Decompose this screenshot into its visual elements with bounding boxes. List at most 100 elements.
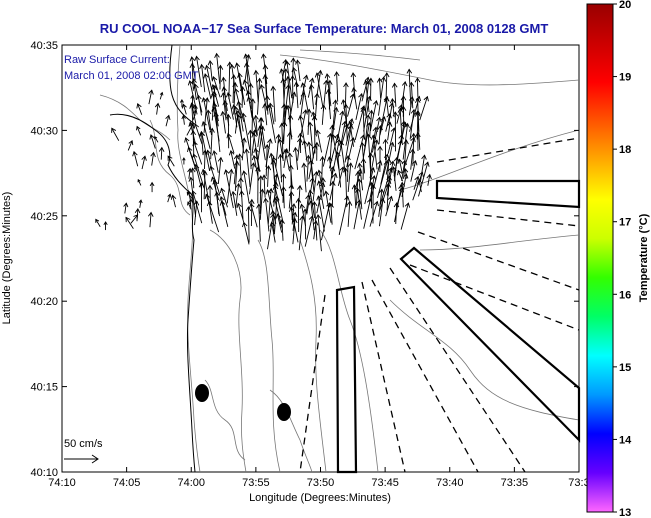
current-vector — [300, 92, 305, 119]
current-vector-head — [136, 103, 142, 109]
current-vector-head — [365, 80, 372, 86]
current-vector-head — [263, 197, 269, 203]
current-vector-head — [385, 182, 392, 188]
current-vector-head — [421, 154, 427, 160]
current-vector-head — [222, 100, 228, 106]
colorbar-tick-label: 16 — [619, 289, 631, 301]
current-vector — [273, 196, 278, 235]
current-vector-head — [305, 154, 312, 160]
current-vector-head — [423, 95, 429, 102]
current-vector — [418, 162, 429, 197]
current-vector — [307, 78, 314, 98]
current-vector-head — [251, 132, 257, 138]
current-vector — [130, 214, 138, 224]
current-vector-head — [401, 159, 408, 165]
current-vector-head — [348, 124, 354, 130]
current-vector-head — [259, 84, 265, 90]
current-vector — [192, 168, 195, 189]
current-vector-head — [373, 200, 379, 207]
current-vector-head — [264, 95, 271, 101]
current-vector-head — [414, 97, 421, 104]
current-vector-head — [236, 202, 242, 209]
y-tick-label: 40:25 — [30, 211, 58, 223]
current-vector — [165, 115, 170, 127]
current-vector-head — [398, 184, 404, 190]
current-vector-head — [345, 154, 351, 161]
current-vector — [237, 101, 244, 132]
current-vector — [355, 93, 363, 120]
current-vector-head — [272, 197, 279, 203]
current-vector-head — [243, 62, 250, 68]
current-vector — [253, 133, 261, 173]
current-vector-head — [376, 160, 383, 166]
current-vector — [321, 105, 325, 125]
current-vector — [250, 203, 258, 228]
current-vector-head — [159, 91, 164, 96]
current-vector — [247, 97, 258, 137]
current-vector-head — [390, 127, 397, 133]
current-vector-head — [426, 173, 432, 180]
current-vector-head — [383, 72, 390, 78]
current-vector — [279, 139, 284, 160]
current-vector-head — [392, 111, 399, 117]
current-vector-head — [389, 98, 396, 104]
current-vector-head — [315, 129, 321, 135]
current-vector — [312, 171, 317, 202]
current-vector-head — [192, 103, 198, 109]
x-tick-label: 73:45 — [371, 477, 399, 489]
current-vector-head — [219, 200, 226, 206]
current-vector-head — [398, 133, 404, 140]
current-vector-head — [383, 160, 390, 166]
current-vector-head — [309, 177, 316, 183]
current-vector — [386, 158, 390, 180]
current-vector — [388, 103, 393, 124]
current-vector — [338, 196, 349, 235]
current-vector — [220, 188, 228, 208]
current-vector — [329, 166, 334, 187]
current-vector-head — [349, 93, 356, 99]
current-vector-head — [397, 169, 403, 176]
current-vector-head — [289, 75, 296, 81]
current-vector — [151, 152, 155, 166]
current-vector-head — [323, 190, 330, 196]
current-vector-head — [332, 172, 338, 179]
current-vector-head — [223, 169, 230, 175]
current-vector-head — [167, 155, 173, 161]
current-vector — [238, 115, 245, 154]
current-vector-head — [386, 112, 392, 119]
current-vector — [150, 134, 156, 149]
current-vector — [344, 82, 347, 108]
current-vector — [260, 117, 266, 148]
current-vector — [172, 195, 176, 208]
current-vector-head — [343, 82, 349, 88]
colorbar-tick-label: 13 — [619, 507, 631, 518]
colorbar-tick-label: 19 — [619, 72, 631, 84]
current-vector-head — [285, 84, 291, 90]
current-vector — [282, 78, 286, 118]
current-vector-head — [187, 201, 191, 206]
current-vector — [250, 83, 252, 110]
current-vector — [295, 82, 299, 109]
current-vector — [401, 160, 406, 181]
current-vector — [266, 189, 277, 224]
current-vector — [304, 215, 313, 247]
current-vector — [111, 128, 120, 141]
current-vector-head — [366, 122, 372, 128]
current-vector-head — [409, 148, 416, 154]
current-vector-head — [312, 220, 319, 226]
current-vector-head — [219, 195, 225, 202]
current-vector-head — [308, 215, 315, 221]
current-vector-head — [230, 190, 237, 197]
current-vector-head — [253, 114, 259, 121]
scale-label: 50 cm/s — [64, 438, 103, 450]
current-vector-head — [128, 140, 134, 146]
current-vector — [353, 200, 360, 230]
current-vector — [196, 56, 202, 88]
current-vector — [148, 90, 153, 105]
current-vector-head — [257, 125, 264, 131]
current-vector — [235, 183, 240, 208]
current-vector-head — [299, 203, 305, 209]
current-vector-head — [359, 141, 366, 148]
current-vector — [257, 78, 261, 115]
current-vector-head — [262, 64, 269, 70]
